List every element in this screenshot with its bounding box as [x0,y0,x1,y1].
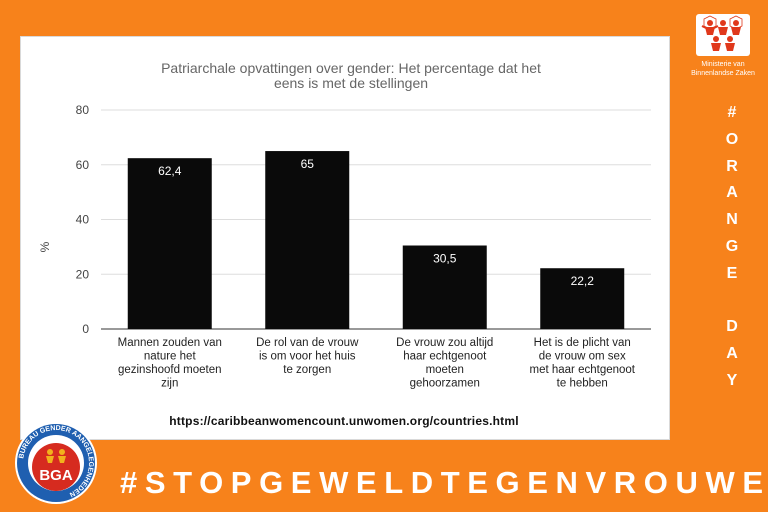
y-axis-label: % [38,241,52,252]
badge-text: BGA [39,467,73,484]
people-hexagon-logo-icon [696,14,750,56]
y-tick-label: 60 [76,158,90,172]
y-tick-label: 40 [76,213,90,227]
ministry-logo: Ministerie van Binnenlandse Zaken [690,14,756,86]
vertical-letter: R [726,157,738,175]
vertical-letter: Y [726,371,738,389]
source-url[interactable]: https://caribbeanwomencount.unwomen.org/… [169,414,519,428]
bar-data-label: 22,2 [571,274,595,288]
x-category-label: gehoorzamen [410,378,480,390]
chart-title: Patriarchale opvattingen over gender: He… [161,60,541,76]
y-tick-label: 20 [76,267,90,281]
bar [127,158,212,329]
x-category-label: gezinshoofd moeten [118,364,222,376]
bar-data-label: 30,5 [433,252,457,266]
bar [265,151,350,329]
chart-card: Patriarchale opvattingen over gender: He… [20,36,670,440]
vertical-letter: O [725,130,739,148]
vertical-letter: A [726,345,738,363]
vertical-letter: N [726,211,738,229]
vertical-letter: E [726,264,738,282]
bar [540,268,625,329]
x-category-label: haar echtgenoot [403,351,487,363]
x-category-label: nature het [144,351,197,363]
x-category-label: te hebben [557,378,608,390]
x-category-label: De rol van de vrouw [256,337,359,349]
vertical-letter: # [727,104,737,121]
bar-data-label: 65 [301,157,315,171]
x-category-label: zijn [161,378,178,390]
x-category-label: Mannen zouden van [118,337,222,349]
chart-title: eens is met de stellingen [274,75,428,91]
y-tick-label: 0 [82,322,89,336]
x-category-label: De vrouw zou altijd [396,337,493,349]
y-tick-label: 80 [76,103,90,117]
x-category-label: met haar echtgenoot [530,364,636,376]
vertical-letter: A [726,184,738,202]
ministry-name: Ministerie van Binnenlandse Zaken [691,61,755,77]
x-category-label: te zorgen [283,364,331,376]
bar [402,245,487,329]
x-category-label: is om voor het huis [259,351,356,363]
campaign-hashtag-banner: #STOPGEWELDTEGENVROUWEN [120,465,768,500]
bar-chart: Patriarchale opvattingen over gender: He… [38,60,651,390]
x-category-label: de vrouw om sex [539,351,626,363]
x-category-label: Het is de plicht van [534,337,631,349]
orange-day-vertical-text: # O R A N G E D A Y [712,100,752,395]
bar-data-label: 62,4 [158,164,182,178]
bga-emblem-icon: BUREAU GENDER AANGELEGENHEDEN BGA [13,420,99,506]
vertical-letter: G [725,237,739,255]
x-category-label: moeten [426,364,464,376]
vertical-letter: D [726,318,738,336]
